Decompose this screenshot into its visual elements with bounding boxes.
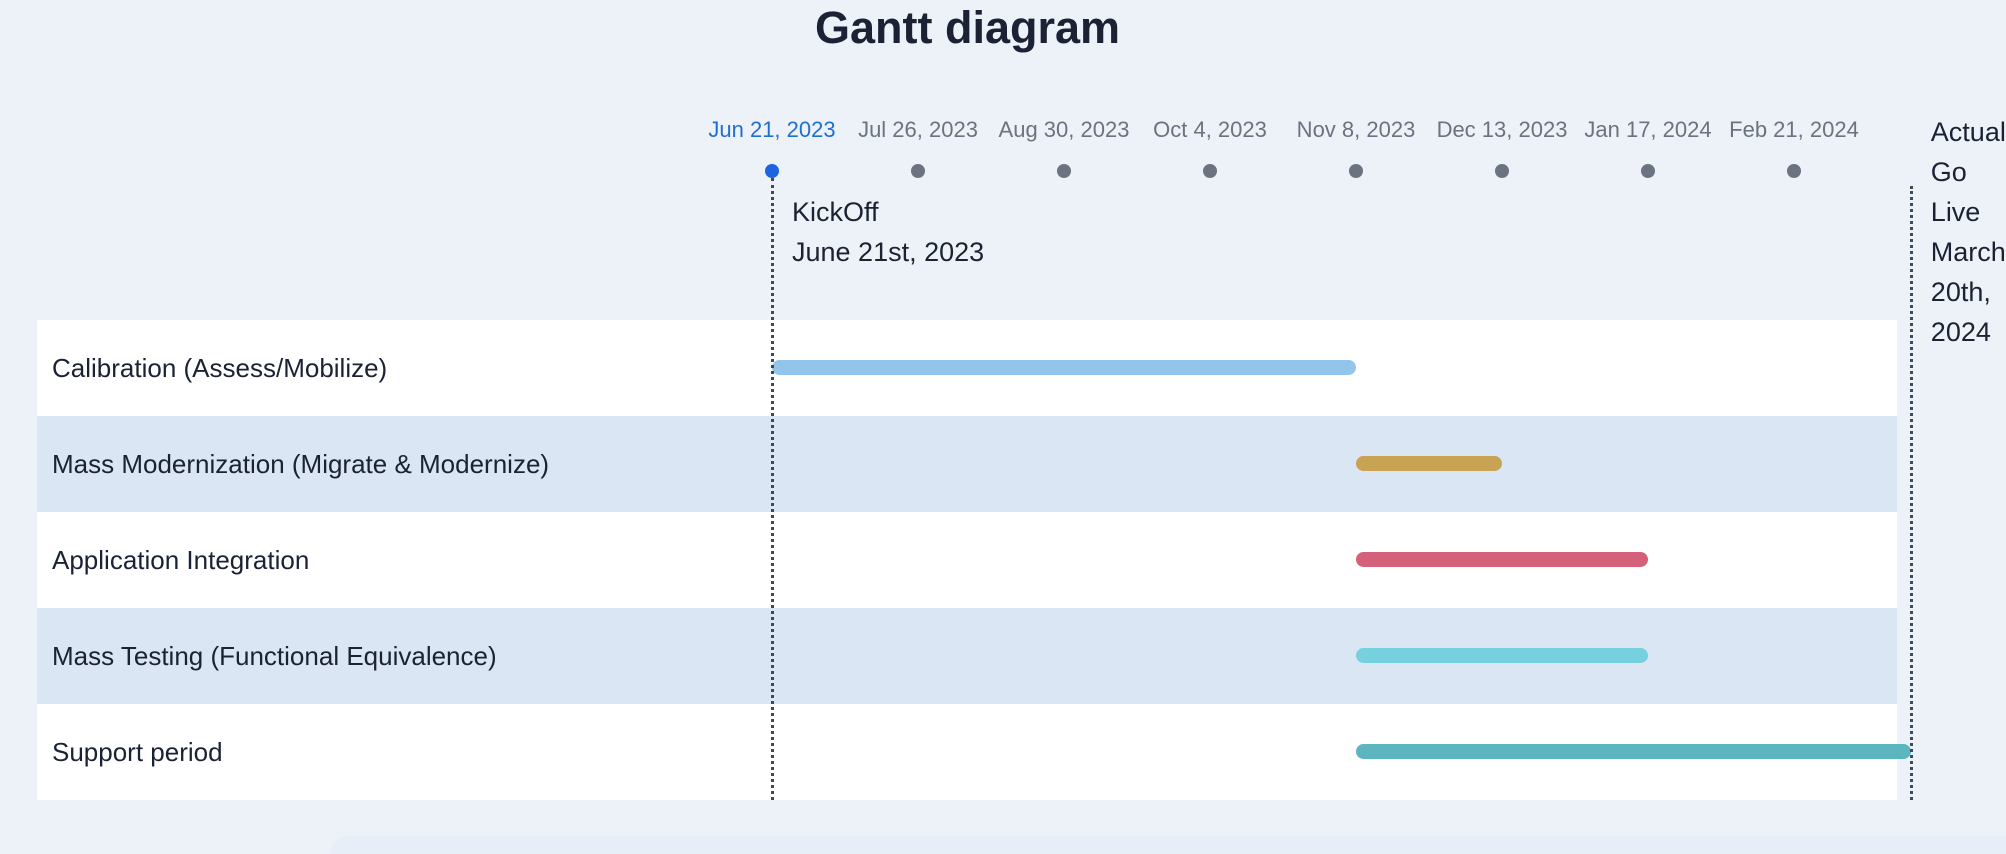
x-tick-dot (1349, 164, 1363, 178)
x-tick-label: Oct 4, 2023 (1153, 117, 1267, 142)
task-label: Support period (52, 737, 223, 767)
x-tick-label: Jul 26, 2023 (858, 117, 978, 142)
x-tick-dot (1057, 164, 1071, 178)
milestone-label-line: Actual (1930, 117, 2006, 147)
x-tick-label: Jun 21, 2023 (708, 117, 836, 142)
task-bar[interactable] (772, 360, 1356, 375)
task-bar[interactable] (1356, 456, 1502, 471)
x-tick-label: Nov 8, 2023 (1296, 117, 1416, 142)
x-tick-dot (1495, 164, 1509, 178)
task-row (37, 416, 1897, 512)
x-tick-dot (765, 164, 779, 178)
task-bar[interactable] (1356, 552, 1648, 567)
milestone-line (771, 178, 774, 800)
milestone-label: KickOff June 21st, 2023 (792, 192, 984, 272)
bottom-panel-edge (330, 836, 2006, 854)
x-tick-dot (1203, 164, 1217, 178)
milestone-label-line: 20th, (1930, 277, 1991, 307)
task-label: Mass Testing (Functional Equivalence) (52, 641, 497, 671)
x-tick-label: Dec 13, 2023 (1436, 117, 1568, 142)
milestone-label-line: KickOff (792, 197, 879, 227)
milestone-label-line: March (1930, 237, 2006, 267)
task-label: Mass Modernization (Migrate & Modernize) (52, 449, 550, 479)
task-bar[interactable] (1356, 648, 1648, 663)
milestone-line (1909, 186, 1913, 800)
milestone-label-line: 2024 (1930, 317, 1991, 347)
x-tick-dot (911, 164, 925, 178)
x-tick-dot (1787, 164, 1801, 178)
x-tick-dot (1641, 164, 1655, 178)
task-bar[interactable] (1356, 744, 1911, 759)
milestone-label-line: Go (1930, 157, 1967, 187)
x-tick-label: Feb 21, 2024 (1729, 117, 1859, 142)
chart-title: Gantt diagram (815, 2, 1121, 53)
milestone-label-line: June 21st, 2023 (792, 237, 985, 267)
milestone-label-line: Live (1930, 197, 1981, 227)
x-tick-label: Jan 17, 2024 (1584, 117, 1712, 142)
task-label: Calibration (Assess/Mobilize) (52, 353, 388, 383)
x-tick-label: Aug 30, 2023 (998, 117, 1130, 142)
task-label: Application Integration (52, 545, 310, 575)
milestone-label: Actual Go Live March 20th, 2024 (1931, 112, 2006, 352)
